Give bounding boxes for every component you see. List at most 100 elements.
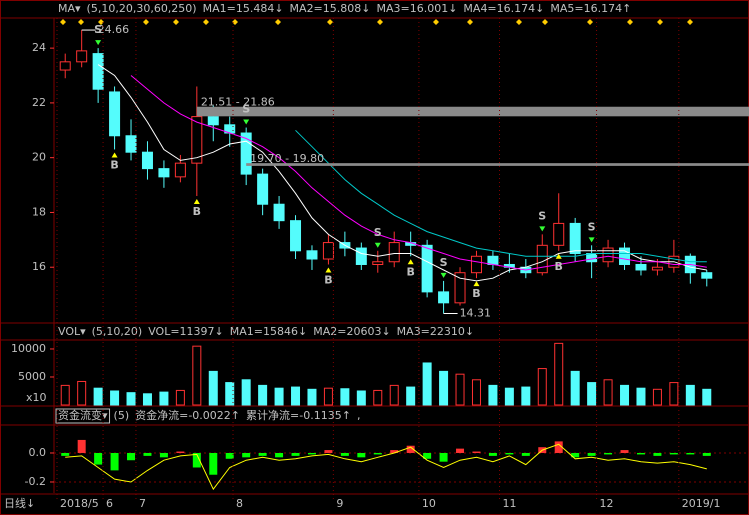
flow-bar	[620, 450, 629, 453]
ma-line	[97, 64, 707, 282]
sell-arrow	[588, 237, 595, 243]
candle-body	[158, 168, 170, 178]
buy-arrow	[473, 281, 480, 287]
candle-body	[586, 253, 598, 263]
buy-signal: B	[555, 260, 563, 273]
sell-signal: S	[588, 220, 596, 233]
candle-body	[76, 50, 88, 63]
volume-bar	[603, 379, 613, 406]
flow-bar	[472, 451, 481, 453]
flow-bar	[324, 450, 333, 453]
panel-header: MA1=15846↓	[230, 325, 307, 338]
sell-signal: S	[242, 103, 250, 116]
candle-body	[322, 242, 334, 260]
ma-line	[130, 75, 707, 271]
y-tick-label: 20	[32, 151, 46, 164]
volume-bar	[77, 380, 87, 406]
flow-bar	[307, 452, 316, 455]
panel-header: MA4=16.174↓	[463, 2, 544, 15]
flow-bar	[669, 452, 678, 455]
y-tick-label: 16	[32, 260, 46, 273]
x-tick-label: 2019/1	[682, 497, 721, 510]
candle-body	[125, 135, 137, 153]
candle-body	[553, 222, 565, 246]
flow-bar	[423, 452, 432, 459]
price-range	[246, 163, 749, 166]
volume-bar	[291, 386, 301, 406]
x-tick-label: 6	[106, 497, 113, 510]
volume-bar	[93, 387, 103, 406]
extreme-label: 14.31	[460, 307, 492, 320]
flow-bar	[176, 451, 185, 453]
panel-header: VOL=11397↓	[148, 325, 224, 338]
flow-bar	[61, 452, 70, 456]
volume-bar	[488, 384, 498, 406]
candle-body	[109, 91, 121, 137]
x-tick-label: 9	[336, 497, 343, 510]
volume-bar	[110, 390, 120, 406]
x-tick-label: 7	[139, 497, 146, 510]
flow-bar	[77, 439, 86, 453]
candle-body	[59, 61, 71, 71]
panel-header: (5,10,20,30,60,250)	[87, 2, 197, 15]
flow-bar	[686, 452, 695, 455]
buy-signal: B	[110, 158, 118, 171]
flow-bar	[521, 452, 530, 456]
sell-arrow	[243, 119, 250, 125]
x-tick-label: 12	[600, 497, 614, 510]
volume-bar	[652, 388, 662, 406]
volume-bar	[389, 384, 399, 406]
volume-bar	[439, 370, 449, 406]
price-range	[196, 106, 749, 117]
flow-bar	[275, 452, 284, 458]
flow-bar	[587, 452, 596, 456]
candle-body	[388, 242, 400, 263]
flow-bar	[554, 441, 563, 453]
candle-body	[355, 247, 367, 265]
flow-bar	[225, 452, 234, 459]
sell-arrow	[440, 272, 447, 278]
volume-bar	[422, 362, 432, 406]
volume-bar	[587, 382, 597, 406]
panel-header: MA3=22310↓	[397, 325, 474, 338]
buy-arrow	[555, 253, 562, 259]
unit-label: x10	[26, 391, 47, 404]
volume-bar	[521, 386, 531, 406]
sell-arrow	[95, 40, 102, 46]
panel-header: MA2=20603↓	[313, 325, 390, 338]
candle-body	[290, 220, 302, 252]
x-tick-label: 11	[503, 497, 517, 510]
candle-body	[257, 173, 269, 205]
flow-bar	[357, 452, 366, 458]
flow-bar	[571, 452, 580, 458]
flow-bar	[127, 452, 136, 461]
volume-bar	[126, 392, 136, 406]
volume-bar	[406, 386, 416, 406]
panel-header: MA3=16.001↓	[376, 2, 457, 15]
volume-bar	[241, 379, 251, 406]
candle-body	[141, 151, 153, 170]
y-tick-label: 10000	[11, 342, 46, 355]
volume-bar	[373, 389, 383, 406]
candle-body	[191, 116, 203, 164]
volume-bar	[274, 387, 284, 406]
buy-signal: B	[472, 287, 480, 300]
candle-body	[438, 291, 450, 304]
panel-header: (5)	[114, 409, 130, 422]
volume-bar	[685, 384, 695, 406]
flow-bar	[143, 452, 152, 456]
sell-signal: S	[94, 23, 102, 36]
sell-arrow	[374, 242, 381, 248]
flow-bar	[636, 452, 645, 455]
sell-signal: S	[538, 209, 546, 222]
candle-body	[421, 244, 433, 293]
flow-bar	[390, 450, 399, 453]
panel-header: 资金流变▾	[58, 408, 108, 422]
y-tick-label: 22	[32, 96, 46, 109]
signal-row	[60, 19, 693, 25]
flow-bar	[192, 452, 201, 468]
flow-bar	[258, 452, 267, 456]
candle-body	[174, 162, 186, 178]
